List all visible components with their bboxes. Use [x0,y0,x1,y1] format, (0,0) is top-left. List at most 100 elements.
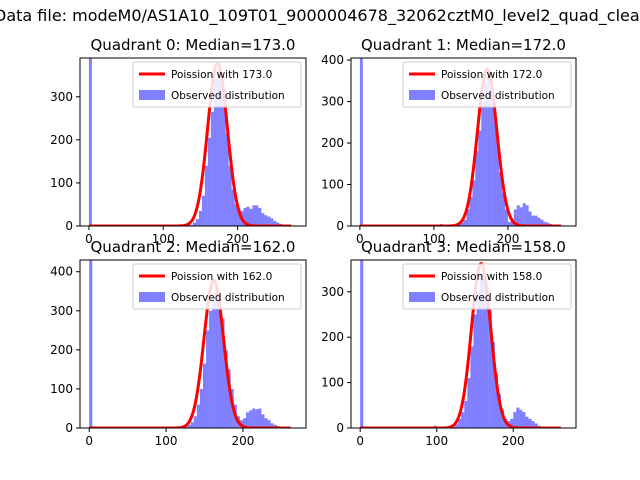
histogram-bar [215,287,219,428]
legend-bar-label: Observed distribution [171,90,285,102]
legend-bar-swatch [409,90,435,100]
histogram-bar [522,203,526,226]
histogram-bar [190,224,193,226]
histogram-bar [184,426,188,428]
histogram-bar [534,215,538,226]
legend-line-label: Poission with 173.0 [171,69,272,81]
histogram-bar [546,222,550,226]
histogram-bar [202,363,207,428]
histogram-bar [507,221,511,226]
quadrant-3-marks [360,260,561,428]
histogram-bar [190,422,194,428]
histogram-bar [270,218,274,226]
y-tick-label: 400 [50,265,73,279]
y-tick-label: 300 [50,304,73,318]
histogram-bar [494,373,498,428]
y-tick-label: 200 [50,133,73,147]
y-tick-label: 100 [50,382,73,396]
histogram-bar [222,96,226,226]
histogram-bar [258,207,262,226]
y-tick-label: 200 [321,330,344,344]
legend-bar-swatch [409,292,435,302]
histogram-bar [237,208,241,226]
histogram-bar [528,211,532,226]
histogram-bar [267,420,271,428]
histogram-bar [212,293,216,428]
legend-line-label: Poission with 158.0 [441,271,542,283]
quadrant-3-chart: 0 100 200 0 100 200 300 Quadrant 3: Median=158.… [321,238,577,448]
histogram-bar [224,349,228,428]
histogram-bar [493,103,497,226]
quadrant-1-title: Quadrant 1: Median=172.0 [361,36,566,54]
histogram-bar [246,412,250,428]
quadrant-0-chart: 0 100 200 0 100 200 300 Quadrant 0: Median=173.… [50,36,307,246]
histogram-bar [243,207,247,226]
histogram-bar [516,407,520,428]
legend-line-label: Poission with 162.0 [171,271,272,283]
histogram-bar [276,222,280,226]
histogram-bar [206,330,210,428]
legend-box [132,263,302,310]
histogram-bar [273,220,277,226]
histogram-bar [264,215,268,226]
histogram-bar [204,165,208,226]
quadrant-2-chart: 0 100 200 0 100 200 300 400 Quadrant 2: Median=1… [50,238,307,448]
x-tick-label: 0 [356,434,364,448]
histogram-bar [261,213,265,226]
y-tick-label: 100 [321,178,344,192]
histogram-bar [501,409,505,428]
histogram-bar [516,205,520,226]
quadrant-1-chart: 0 100 200 0 100 200 300 400 Quadrant 1: Median=1… [321,36,577,246]
legend-bar-label: Observed distribution [441,292,555,304]
y-tick-label: 300 [50,90,73,104]
figure-title: Data file: modeM0/AS1A10_109T01_90000046… [0,6,640,25]
x-tick-label: 200 [502,434,525,448]
histogram-bar [531,215,535,226]
histogram-bar [519,207,523,226]
x-tick-label: 200 [496,232,519,246]
legend-bar-swatch [139,90,165,100]
histogram-bar [473,314,477,428]
histogram-bar [264,418,268,428]
histogram-bar [534,423,538,428]
legend-box [402,263,572,310]
histogram-bar [209,310,213,428]
quadrant-2-title: Quadrant 2: Median=162.0 [91,238,296,256]
histogram-bar [242,418,247,428]
poisson-curve [360,261,561,428]
histogram-bar [195,219,199,226]
legend-line-label: Poission with 172.0 [441,69,542,81]
y-tick-label: 400 [321,53,344,67]
legend-box [402,61,572,108]
histogram-bar [255,409,259,428]
quadrant-0-title: Quadrant 0: Median=173.0 [91,36,296,54]
x-tick-label: 200 [226,232,249,246]
y-tick-label: 300 [321,95,344,109]
quadrant-3-title: Quadrant 3: Median=158.0 [361,238,566,256]
histogram-bar [499,172,502,226]
histogram-bar [481,101,485,226]
y-tick-label: 200 [50,343,73,357]
histogram-bar [213,79,217,226]
legend-bar-swatch [139,292,165,302]
y-tick-label: 0 [336,219,344,233]
histogram-bar [466,209,470,226]
histogram-bar [452,426,456,428]
y-tick-label: 100 [321,376,344,390]
histogram-bar [479,273,483,428]
histogram-bar [496,138,500,226]
histogram-bar [487,76,491,226]
histogram-bar [504,209,508,226]
histogram-bar [472,180,476,226]
histogram-bar [455,424,459,428]
legend-bar-label: Observed distribution [171,292,285,304]
histogram-bar [252,205,256,226]
histogram-bar [469,196,473,226]
histogram-bar [261,414,265,428]
histogram-bar [484,82,488,226]
histogram-bar [359,58,363,226]
histogram-bar [218,299,222,428]
histogram-bar [510,418,514,428]
y-tick-label: 0 [336,421,344,435]
